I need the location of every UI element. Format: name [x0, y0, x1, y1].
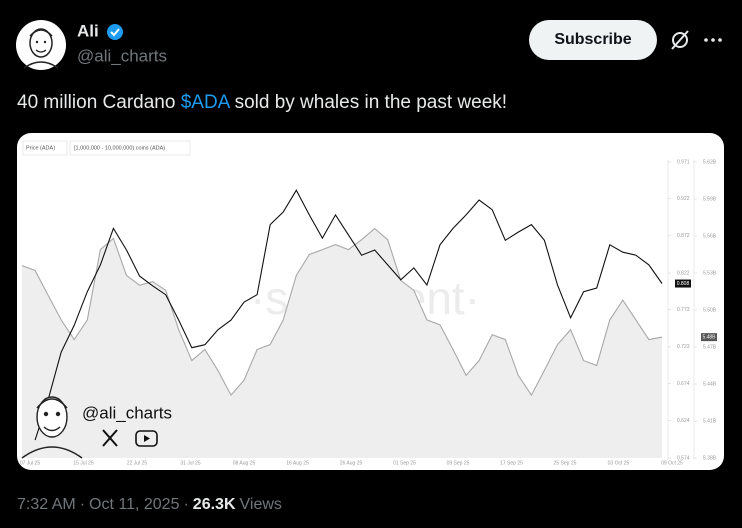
- y2-tick-label: 5.62B: [703, 159, 717, 165]
- more-icon[interactable]: [704, 38, 722, 42]
- x-tick-label: 08 Aug 25: [233, 460, 256, 466]
- current-value-box: [701, 333, 717, 342]
- legend-label: Price (ADA): [26, 145, 55, 151]
- current-value-label: 5.48B: [702, 334, 716, 340]
- x-tick-label: 25 Sep 25: [554, 460, 577, 466]
- overlay-handle: @ali_charts: [82, 403, 172, 422]
- x-tick-label: 31 Jul 25: [180, 460, 201, 466]
- y-tick-label: 0.674: [677, 381, 690, 387]
- line: [34, 189, 663, 441]
- verified-badge: [107, 24, 123, 40]
- y-tick-label: 0.971: [677, 159, 690, 165]
- cashtag[interactable]: $ADA: [181, 92, 231, 113]
- tweet-text: 40 million Cardano $ADA sold by whales i…: [17, 92, 507, 113]
- date[interactable]: Oct 11, 2025: [89, 496, 180, 513]
- separator: ·: [80, 496, 85, 513]
- views-label: Views: [240, 496, 282, 513]
- x-tick-label: 01 Sep 25: [393, 460, 416, 466]
- y-tick-label: 0.822: [677, 270, 690, 276]
- view-count: 26.3K: [193, 496, 236, 513]
- subscribe-label[interactable]: Subscribe: [554, 31, 631, 48]
- y2-tick-label: 5.56B: [703, 233, 717, 239]
- y2-tick-label: 5.59B: [703, 196, 717, 202]
- legend-box: [69, 140, 191, 156]
- x-tick-label: 09 Sep 25: [447, 460, 470, 466]
- y-tick-label: 0.922: [677, 196, 690, 202]
- y2-tick-label: 5.38B: [703, 455, 717, 461]
- y2-tick-label: 5.53B: [703, 270, 717, 276]
- y-tick-label: 0.872: [677, 233, 690, 239]
- youtube-logo: [135, 430, 158, 447]
- y-tick-label: 0.574: [677, 455, 690, 461]
- x-tick-label: 03 Oct 25: [608, 460, 630, 466]
- x-tick-label: 17 Sep 25: [500, 460, 523, 466]
- x-logo: [102, 429, 118, 447]
- legend-box: [22, 140, 68, 156]
- x-tick-label: 09 Oct 25: [661, 460, 683, 466]
- author-name[interactable]: Ali: [77, 21, 99, 40]
- text-part: sold by whales in the past week!: [229, 92, 507, 113]
- line: [21, 227, 663, 397]
- area: [22, 228, 662, 458]
- chart: ·santiment·0.9710.9220.8720.8220.7730.72…: [20, 145, 717, 466]
- time[interactable]: 7:32 AM: [17, 496, 76, 513]
- current-value-box: [675, 279, 691, 288]
- footer: 7:32 AM · Oct 11, 2025 · 26.3K Views: [17, 496, 282, 513]
- author-handle[interactable]: @ali_charts: [77, 46, 167, 65]
- legend-label: [1,000,000 - 10,000,000) coins (ADA): [74, 145, 165, 151]
- x-tick-label: 26 Aug 25: [340, 460, 363, 466]
- x-tick-label: 16 Aug 25: [286, 460, 309, 466]
- overlay-avatar: [21, 396, 83, 459]
- current-value-label: 0.808: [677, 281, 690, 287]
- x-tick-label: 15 Jul 25: [73, 460, 94, 466]
- y2-tick-label: 5.44B: [703, 381, 717, 387]
- avatar[interactable]: [16, 20, 66, 70]
- grok-icon[interactable]: [671, 30, 689, 50]
- y-tick-label: 0.624: [677, 418, 690, 424]
- y2-tick-label: 5.41B: [703, 418, 717, 424]
- x-tick-label: 22 Jul 25: [127, 460, 148, 466]
- y2-tick-label: 5.50B: [703, 307, 717, 313]
- y2-tick-label: 5.47B: [703, 344, 717, 350]
- subscribe-button[interactable]: [529, 20, 657, 60]
- text-part: 40 million Cardano: [17, 92, 181, 113]
- separator: ·: [183, 496, 188, 513]
- x-tick-label: 07 Jul 25: [20, 460, 41, 466]
- y-tick-label: 0.723: [677, 344, 690, 350]
- y-tick-label: 0.773: [677, 307, 690, 313]
